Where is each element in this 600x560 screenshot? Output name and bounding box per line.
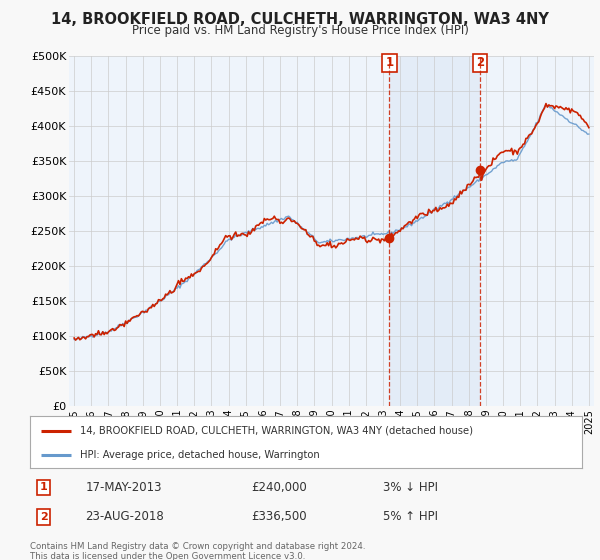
Text: 17-MAY-2013: 17-MAY-2013 (85, 481, 162, 494)
Text: £336,500: £336,500 (251, 511, 307, 524)
Text: Price paid vs. HM Land Registry's House Price Index (HPI): Price paid vs. HM Land Registry's House … (131, 24, 469, 36)
Text: 3% ↓ HPI: 3% ↓ HPI (383, 481, 438, 494)
Text: 5% ↑ HPI: 5% ↑ HPI (383, 511, 438, 524)
Text: 1: 1 (40, 482, 47, 492)
Text: HPI: Average price, detached house, Warrington: HPI: Average price, detached house, Warr… (80, 450, 319, 460)
Text: 14, BROOKFIELD ROAD, CULCHETH, WARRINGTON, WA3 4NY (detached house): 14, BROOKFIELD ROAD, CULCHETH, WARRINGTO… (80, 426, 473, 436)
Text: 23-AUG-2018: 23-AUG-2018 (85, 511, 164, 524)
Text: Contains HM Land Registry data © Crown copyright and database right 2024.
This d: Contains HM Land Registry data © Crown c… (30, 542, 365, 560)
Bar (389, 56, 480, 406)
Text: £240,000: £240,000 (251, 481, 307, 494)
Text: 2: 2 (40, 512, 47, 522)
Text: 1: 1 (385, 57, 394, 69)
Text: 14, BROOKFIELD ROAD, CULCHETH, WARRINGTON, WA3 4NY: 14, BROOKFIELD ROAD, CULCHETH, WARRINGTO… (51, 12, 549, 27)
Text: 2: 2 (476, 57, 484, 69)
